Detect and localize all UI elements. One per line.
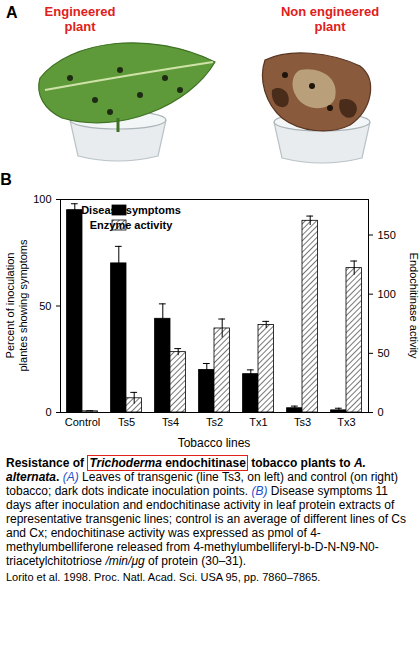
svg-text:Disease symptoms: Disease symptoms bbox=[81, 204, 181, 216]
html-text:Resistance of Trichoderma endo: Resistance of Trichoderma endochitinase … bbox=[6, 456, 406, 568]
svg-text:Ts2: Ts2 bbox=[206, 416, 223, 428]
svg-text:A: A bbox=[6, 4, 18, 21]
svg-text:Percent of inoculation: Percent of inoculation bbox=[4, 253, 16, 359]
svg-text:Endochitinase activity: Endochitinase activity bbox=[408, 253, 420, 359]
svg-text:100: 100 bbox=[33, 193, 51, 205]
html-text:Lorito et al. 1998. Proc. Natl: Lorito et al. 1998. Proc. Natl. Acad. Sc… bbox=[6, 571, 321, 583]
svg-text:50: 50 bbox=[378, 347, 390, 359]
svg-text:Tx3: Tx3 bbox=[337, 416, 355, 428]
svg-text:150: 150 bbox=[378, 229, 396, 241]
svg-text:Ts5: Ts5 bbox=[118, 416, 135, 428]
svg-text:Enzyme activity: Enzyme activity bbox=[90, 219, 173, 231]
svg-text:Control: Control bbox=[65, 416, 100, 428]
svg-text:Non engineeredplant: Non engineeredplant bbox=[281, 4, 379, 34]
svg-text:Tobacco lines: Tobacco lines bbox=[178, 436, 251, 450]
svg-text:0: 0 bbox=[378, 406, 384, 418]
svg-text:50: 50 bbox=[39, 300, 51, 312]
svg-text:0: 0 bbox=[45, 406, 51, 418]
svg-text:Tx1: Tx1 bbox=[249, 416, 267, 428]
svg-text:Ts4: Ts4 bbox=[162, 416, 179, 428]
svg-text:Ts3: Ts3 bbox=[294, 416, 311, 428]
svg-text:plantes showing symptoms: plantes showing symptoms bbox=[17, 239, 29, 372]
svg-text:100: 100 bbox=[378, 288, 396, 300]
svg-text:Engineeredplant: Engineeredplant bbox=[45, 4, 116, 34]
svg-text:B: B bbox=[0, 171, 12, 188]
